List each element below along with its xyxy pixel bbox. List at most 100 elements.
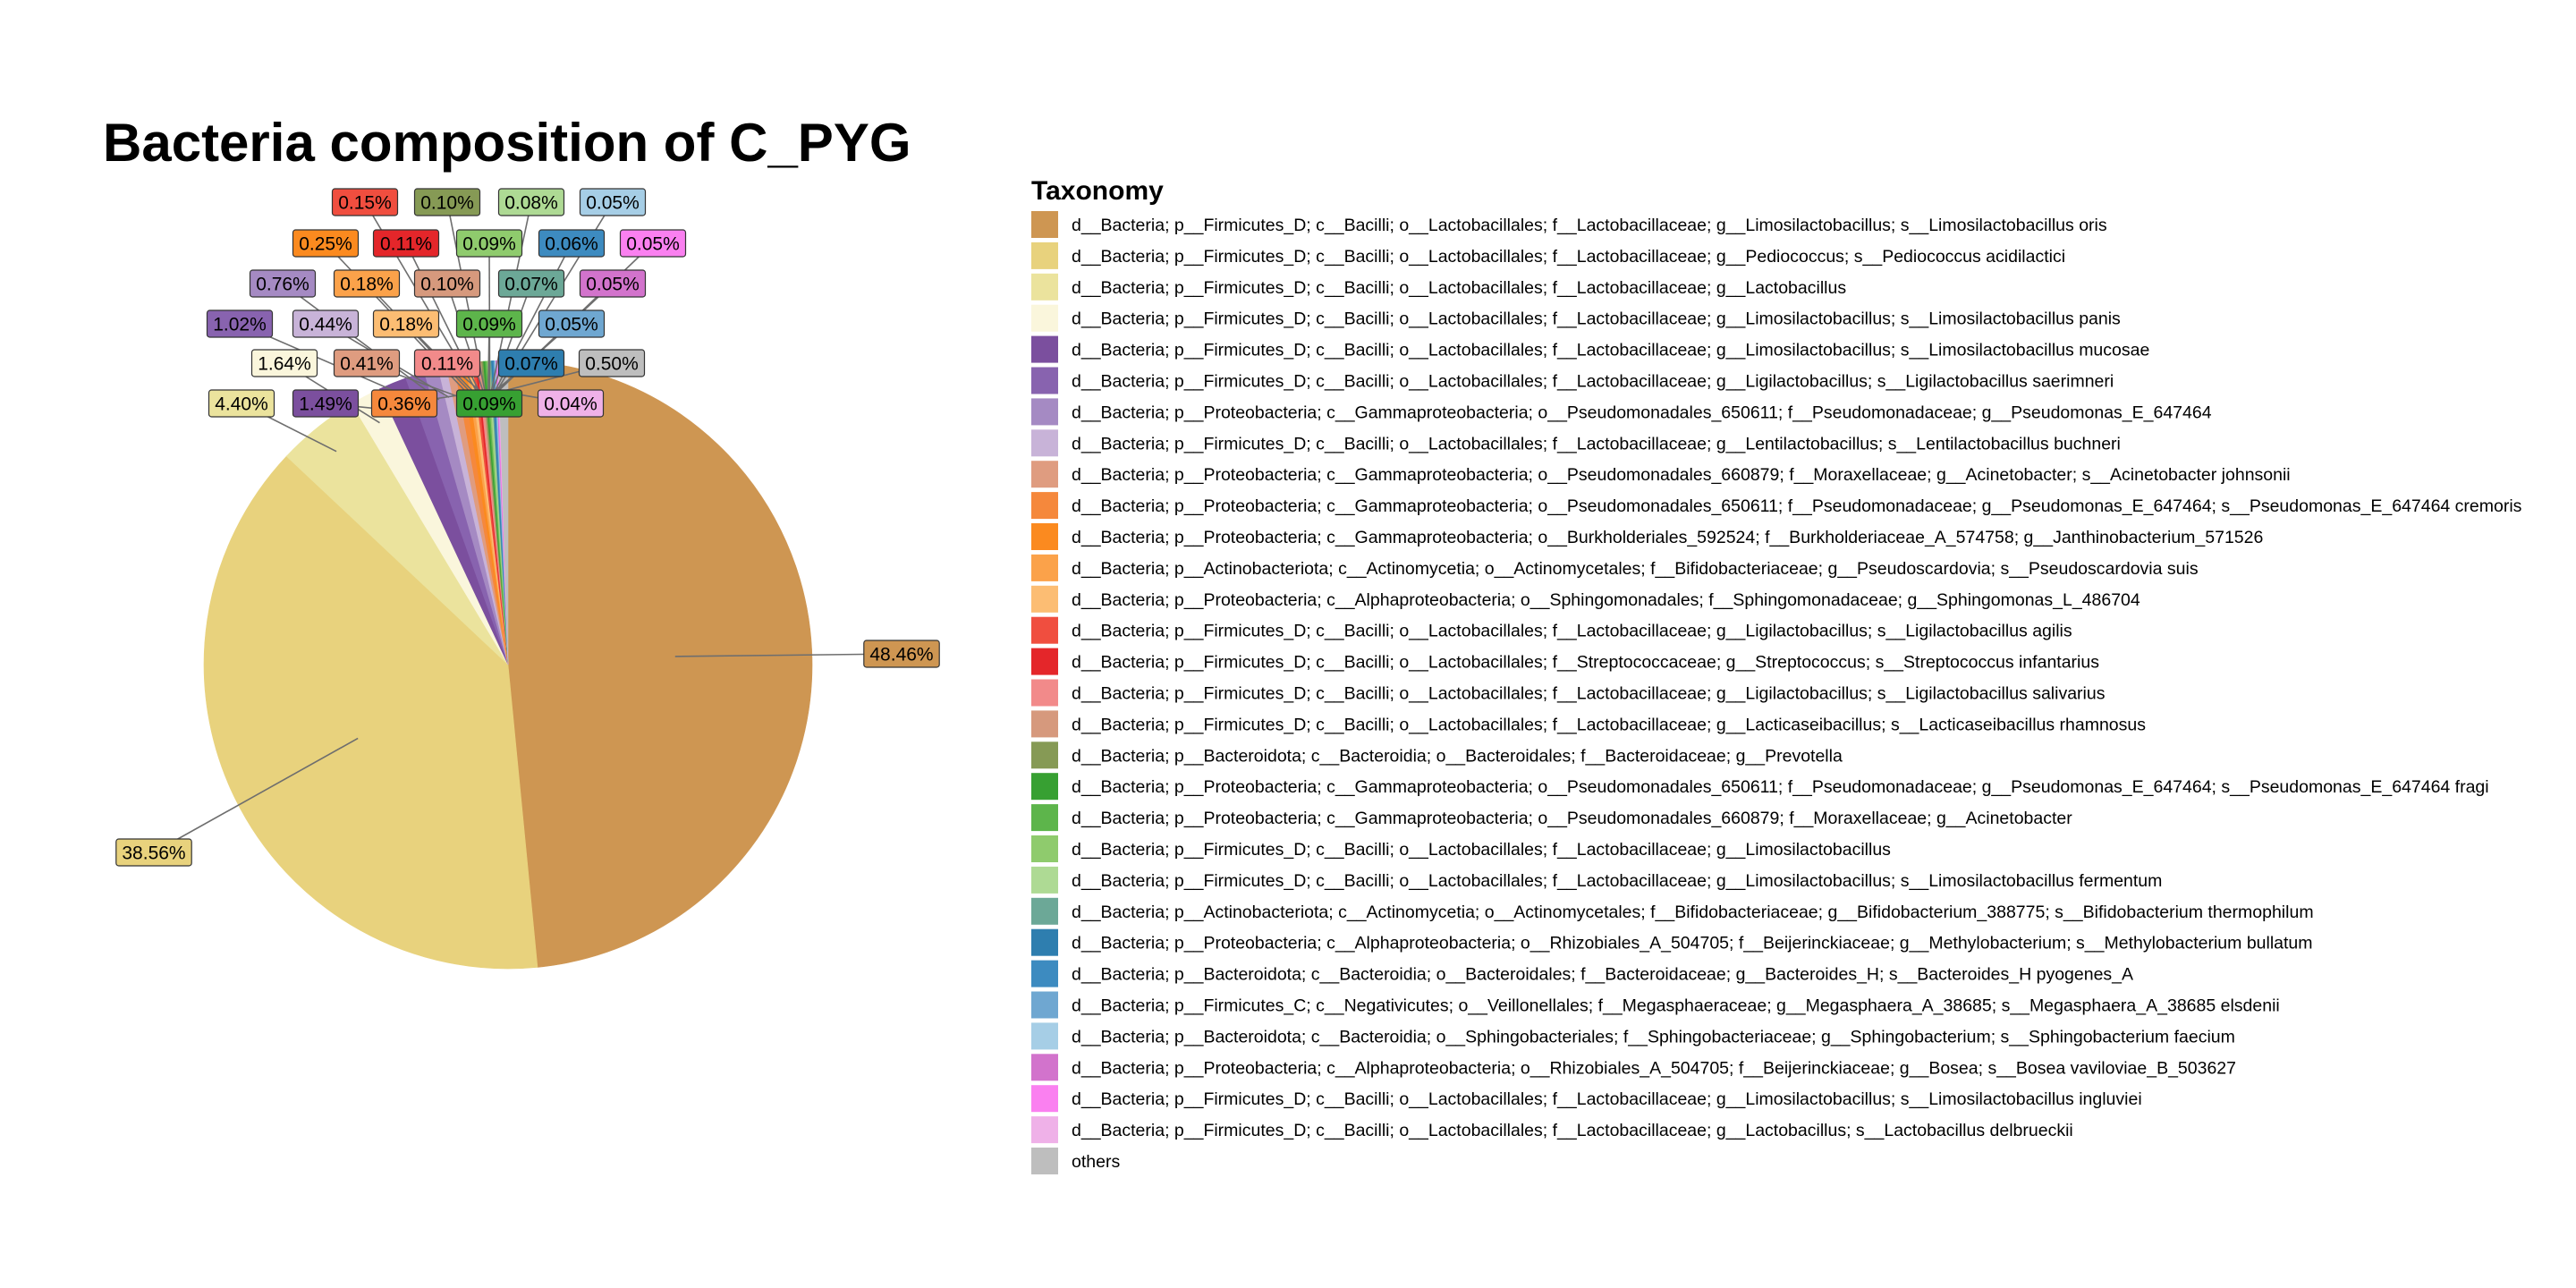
legend-swatch — [1031, 1148, 1058, 1174]
legend-swatch — [1031, 398, 1058, 426]
data-label-box — [413, 349, 481, 377]
data-label-box — [497, 349, 565, 377]
legend-swatch — [1031, 304, 1058, 332]
data-label-box — [863, 640, 940, 668]
legend-label: d__Bacteria; p__Firmicutes_D; c__Bacilli… — [1072, 840, 1891, 860]
legend-swatch — [1031, 835, 1058, 862]
data-label: 0.09% — [462, 234, 516, 255]
data-label-box — [538, 229, 606, 258]
data-label: 0.09% — [462, 315, 516, 335]
data-label-box — [206, 309, 274, 338]
data-label-box — [208, 389, 275, 418]
legend-swatch — [1031, 492, 1058, 520]
data-label: 38.56% — [122, 843, 185, 864]
data-label-box — [333, 349, 401, 377]
legend-label: d__Bacteria; p__Firmicutes_D; c__Bacilli… — [1072, 341, 2149, 360]
pie-slice — [507, 360, 813, 968]
data-labels: 48.46% 38.56% 4.40% 1.64% 1.49% 1.02% 0.76% 0.4… — [115, 188, 940, 867]
data-label: 0.05% — [545, 315, 598, 335]
pie-slice — [203, 455, 538, 970]
data-label: 0.50% — [585, 354, 639, 375]
legend-label: d__Bacteria; p__Proteobacteria; c__Gamma… — [1072, 528, 2263, 547]
legend-label: d__Bacteria; p__Firmicutes_C; c__Negativ… — [1072, 996, 2280, 1016]
legend-swatch — [1031, 1054, 1058, 1081]
data-label: 0.08% — [504, 193, 558, 214]
data-label: 0.07% — [504, 354, 558, 375]
data-label-box — [455, 229, 523, 258]
data-label-box — [370, 389, 438, 418]
data-label-box — [619, 229, 687, 258]
data-label-box — [579, 269, 647, 298]
legend-label: d__Bacteria; p__Proteobacteria; c__Gamma… — [1072, 402, 2212, 422]
legend-label: d__Bacteria; p__Firmicutes_D; c__Bacilli… — [1072, 715, 2146, 734]
legend: d__Bacteria; p__Firmicutes_D; c__Bacilli… — [1031, 211, 2522, 1174]
legend-swatch — [1031, 741, 1058, 769]
legend-label: d__Bacteria; p__Firmicutes_D; c__Bacilli… — [1072, 216, 2107, 235]
legend-swatch — [1031, 461, 1058, 488]
pie-slices — [203, 360, 813, 970]
legend-label: d__Bacteria; p__Proteobacteria; c__Gamma… — [1072, 809, 2072, 828]
legend-label: d__Bacteria; p__Proteobacteria; c__Gamma… — [1072, 465, 2291, 485]
legend-swatch — [1031, 804, 1058, 832]
legend-swatch — [1031, 335, 1058, 363]
data-label: 0.44% — [299, 315, 352, 335]
data-label: 0.10% — [420, 193, 474, 214]
data-label: 0.11% — [421, 354, 473, 375]
data-label-box — [455, 309, 523, 338]
legend-label: d__Bacteria; p__Proteobacteria; c__Alpha… — [1072, 590, 2140, 610]
legend-label: d__Bacteria; p__Firmicutes_D; c__Bacilli… — [1072, 1121, 2073, 1140]
data-label: 0.06% — [545, 234, 598, 255]
legend-title: Taxonomy — [1031, 176, 1164, 206]
legend-swatch — [1031, 554, 1058, 581]
legend-label: d__Bacteria; p__Firmicutes_D; c__Bacilli… — [1072, 684, 2106, 704]
data-label-box — [331, 188, 399, 216]
legend-swatch — [1031, 648, 1058, 675]
legend-swatch — [1031, 367, 1058, 394]
data-label: 0.05% — [626, 234, 680, 255]
data-label-box — [249, 269, 317, 298]
data-label-box — [372, 229, 440, 258]
legend-swatch — [1031, 616, 1058, 644]
legend-swatch — [1031, 1116, 1058, 1144]
legend-swatch — [1031, 1085, 1058, 1113]
legend-label: d__Bacteria; p__Bacteroidota; c__Bactero… — [1072, 746, 1843, 766]
data-label-box — [497, 188, 565, 216]
data-label-box — [579, 188, 647, 216]
data-label-box — [538, 309, 606, 338]
legend-label: d__Bacteria; p__Firmicutes_D; c__Bacilli… — [1072, 278, 1846, 298]
data-label: 0.07% — [504, 275, 558, 295]
data-label-box — [292, 229, 360, 258]
legend-label: d__Bacteria; p__Firmicutes_D; c__Bacilli… — [1072, 1089, 2142, 1109]
legend-label: d__Bacteria; p__Firmicutes_D; c__Bacilli… — [1072, 434, 2121, 453]
data-label: 48.46% — [869, 645, 933, 665]
data-label-box — [115, 838, 192, 867]
data-label: 1.64% — [258, 354, 311, 375]
legend-label: d__Bacteria; p__Proteobacteria; c__Gamma… — [1072, 496, 2522, 516]
data-label-box — [578, 349, 646, 377]
leader-line — [282, 283, 440, 401]
data-label-box — [455, 389, 523, 418]
data-label-box — [292, 309, 360, 338]
legend-label: d__Bacteria; p__Proteobacteria; c__Alpha… — [1072, 934, 2313, 953]
chart-title: Bacteria composition of C_PYG — [103, 113, 911, 173]
legend-label: d__Bacteria; p__Proteobacteria; c__Gamma… — [1072, 777, 2489, 797]
legend-swatch — [1031, 273, 1058, 301]
data-label-box — [497, 269, 565, 298]
legend-swatch — [1031, 211, 1058, 238]
legend-swatch — [1031, 429, 1058, 457]
legend-label: d__Bacteria; p__Firmicutes_D; c__Bacilli… — [1072, 309, 2121, 329]
legend-swatch — [1031, 960, 1058, 987]
legend-swatch — [1031, 991, 1058, 1019]
legend-label: d__Bacteria; p__Bacteroidota; c__Bactero… — [1072, 1027, 2235, 1046]
data-label: 0.25% — [299, 234, 352, 255]
legend-label: d__Bacteria; p__Firmicutes_D; c__Bacilli… — [1072, 871, 2162, 891]
data-label: 0.05% — [586, 275, 640, 295]
data-label-box — [413, 269, 481, 298]
data-label: 0.18% — [379, 315, 433, 335]
legend-label: d__Bacteria; p__Firmicutes_D; c__Bacilli… — [1072, 622, 2072, 641]
legend-label: d__Bacteria; p__Actinobacteriota; c__Act… — [1072, 559, 2199, 579]
data-label-box — [372, 309, 440, 338]
data-label-box — [333, 269, 401, 298]
leader-line — [153, 737, 359, 853]
